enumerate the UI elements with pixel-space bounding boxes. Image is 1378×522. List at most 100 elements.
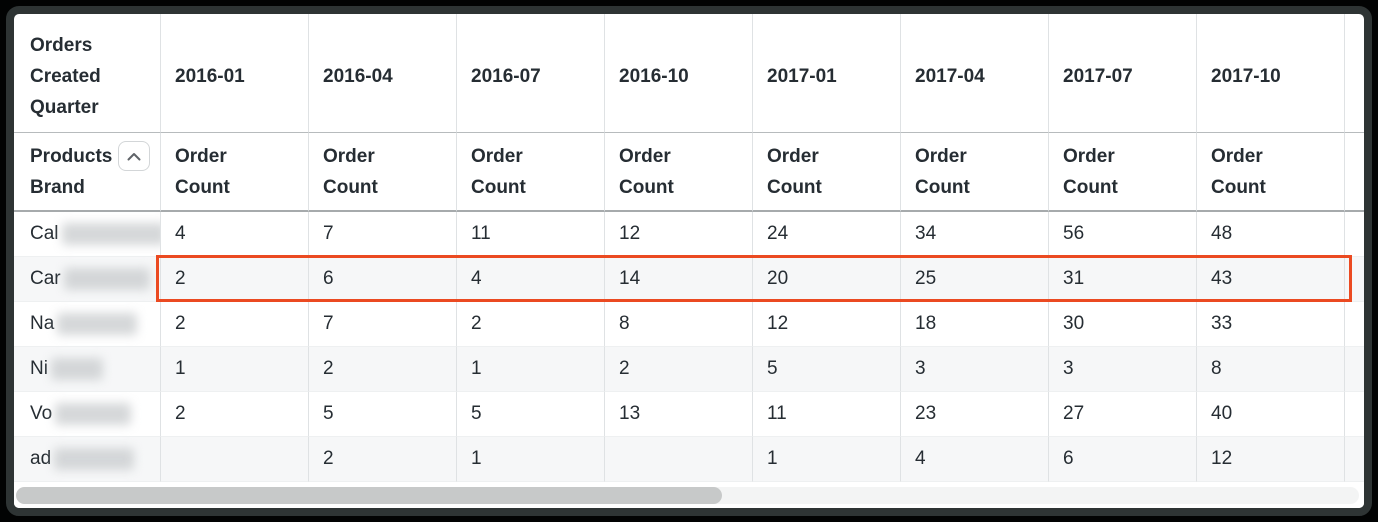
value-cell[interactable]: 12 xyxy=(1197,437,1345,482)
value-cell[interactable]: 5 xyxy=(457,392,605,437)
value-cell[interactable]: 11 xyxy=(753,392,901,437)
value-cell[interactable]: 6 xyxy=(1049,437,1197,482)
value-cell[interactable]: 11 xyxy=(457,212,605,257)
order-count: 1 xyxy=(471,448,482,469)
brand-cell[interactable]: Na xyxy=(14,302,161,347)
value-cell[interactable]: 7 xyxy=(309,302,457,347)
measure-header[interactable]: Order Count xyxy=(901,133,1049,212)
redacted-text-blur xyxy=(50,358,103,380)
spacer-cell xyxy=(1345,347,1364,392)
measure-header[interactable]: Order Count xyxy=(309,133,457,212)
value-cell[interactable]: 56 xyxy=(1049,212,1197,257)
column-header-quarter-3[interactable]: 2016-07 xyxy=(457,14,605,133)
column-header-quarter-6[interactable]: 2017-04 xyxy=(901,14,1049,133)
brand-cell[interactable]: Ni xyxy=(14,347,161,392)
measure-header[interactable]: Order Count xyxy=(457,133,605,212)
value-cell[interactable]: 5 xyxy=(309,392,457,437)
value-cell[interactable]: 4 xyxy=(161,212,309,257)
measure-header[interactable]: Order Count xyxy=(1049,133,1197,212)
value-cell[interactable]: 2 xyxy=(309,347,457,392)
column-header-quarter-1[interactable]: 2016-01 xyxy=(161,14,309,133)
measure-label: Order Count xyxy=(1211,145,1266,198)
value-cell[interactable]: 20 xyxy=(753,257,901,302)
value-cell[interactable] xyxy=(161,437,309,482)
column-header-quarter-8[interactable]: 2017-10 xyxy=(1197,14,1345,133)
corner-header-orders-created-quarter[interactable]: Orders Created Quarter xyxy=(14,14,161,133)
order-count: 7 xyxy=(323,223,334,244)
value-cell[interactable]: 7 xyxy=(309,212,457,257)
value-cell[interactable]: 1 xyxy=(161,347,309,392)
value-cell[interactable]: 5 xyxy=(753,347,901,392)
value-cell[interactable]: 12 xyxy=(605,212,753,257)
row-dimension-header-products-brand[interactable]: Products Brand xyxy=(14,133,161,212)
brand-cell[interactable]: ad xyxy=(14,437,161,482)
value-cell[interactable]: 2 xyxy=(605,347,753,392)
value-cell[interactable]: 1 xyxy=(457,437,605,482)
value-cell[interactable] xyxy=(605,437,753,482)
value-cell[interactable]: 4 xyxy=(901,437,1049,482)
value-cell[interactable]: 18 xyxy=(901,302,1049,347)
row-dimension-label: Products Brand xyxy=(30,145,113,198)
value-cell[interactable]: 2 xyxy=(161,257,309,302)
order-count: 2 xyxy=(175,268,186,289)
order-count: 5 xyxy=(323,403,334,424)
value-cell[interactable]: 2 xyxy=(457,302,605,347)
quarter-label: 2016-07 xyxy=(471,65,541,87)
value-cell[interactable]: 48 xyxy=(1197,212,1345,257)
value-cell[interactable]: 1 xyxy=(753,437,901,482)
value-cell[interactable]: 14 xyxy=(605,257,753,302)
quarter-label: 2016-10 xyxy=(619,65,689,87)
order-count: 31 xyxy=(1063,268,1085,289)
column-header-quarter-2[interactable]: 2016-04 xyxy=(309,14,457,133)
value-cell[interactable]: 43 xyxy=(1197,257,1345,302)
brand-prefix: Ni xyxy=(30,358,48,379)
brand-cell[interactable]: Vo xyxy=(14,392,161,437)
measure-header[interactable]: Order Count xyxy=(753,133,901,212)
value-cell[interactable]: 24 xyxy=(753,212,901,257)
value-cell[interactable]: 2 xyxy=(161,392,309,437)
horizontal-scrollbar-track[interactable] xyxy=(16,487,1359,504)
value-cell[interactable]: 6 xyxy=(309,257,457,302)
header-spacer-cell xyxy=(1345,133,1364,212)
value-cell[interactable]: 31 xyxy=(1049,257,1197,302)
value-cell[interactable]: 2 xyxy=(309,437,457,482)
value-cell[interactable]: 40 xyxy=(1197,392,1345,437)
order-count: 20 xyxy=(767,268,789,289)
redacted-text-blur xyxy=(54,448,135,470)
value-cell[interactable]: 8 xyxy=(1197,347,1345,392)
value-cell[interactable]: 3 xyxy=(901,347,1049,392)
column-header-quarter-7[interactable]: 2017-07 xyxy=(1049,14,1197,133)
measure-label: Order Count xyxy=(323,145,378,198)
value-cell[interactable]: 12 xyxy=(753,302,901,347)
value-cell[interactable]: 27 xyxy=(1049,392,1197,437)
value-cell[interactable]: 1 xyxy=(457,347,605,392)
horizontal-scrollbar-thumb[interactable] xyxy=(16,487,722,504)
measure-header[interactable]: Order Count xyxy=(161,133,309,212)
value-cell[interactable]: 34 xyxy=(901,212,1049,257)
order-count: 24 xyxy=(767,223,789,244)
order-count: 34 xyxy=(915,223,937,244)
value-cell[interactable]: 23 xyxy=(901,392,1049,437)
value-cell[interactable]: 33 xyxy=(1197,302,1345,347)
quarter-label: 2016-04 xyxy=(323,65,393,87)
order-count: 43 xyxy=(1211,268,1233,289)
brand-cell[interactable]: Car xyxy=(14,257,161,302)
collapse-column-button[interactable] xyxy=(118,141,150,171)
brand-cell[interactable]: Cal xyxy=(14,212,161,257)
spacer-cell xyxy=(1345,437,1364,482)
value-cell[interactable]: 4 xyxy=(457,257,605,302)
value-cell[interactable]: 8 xyxy=(605,302,753,347)
order-count: 40 xyxy=(1211,403,1233,424)
order-count: 4 xyxy=(175,223,186,244)
measure-header[interactable]: Order Count xyxy=(1197,133,1345,212)
measure-header[interactable]: Order Count xyxy=(605,133,753,212)
value-cell[interactable]: 30 xyxy=(1049,302,1197,347)
order-count: 13 xyxy=(619,403,641,424)
value-cell[interactable]: 2 xyxy=(161,302,309,347)
pivot-table: Orders Created Quarter 2016-01 2016-04 2… xyxy=(14,14,1364,482)
value-cell[interactable]: 13 xyxy=(605,392,753,437)
value-cell[interactable]: 25 xyxy=(901,257,1049,302)
column-header-quarter-5[interactable]: 2017-01 xyxy=(753,14,901,133)
value-cell[interactable]: 3 xyxy=(1049,347,1197,392)
column-header-quarter-4[interactable]: 2016-10 xyxy=(605,14,753,133)
